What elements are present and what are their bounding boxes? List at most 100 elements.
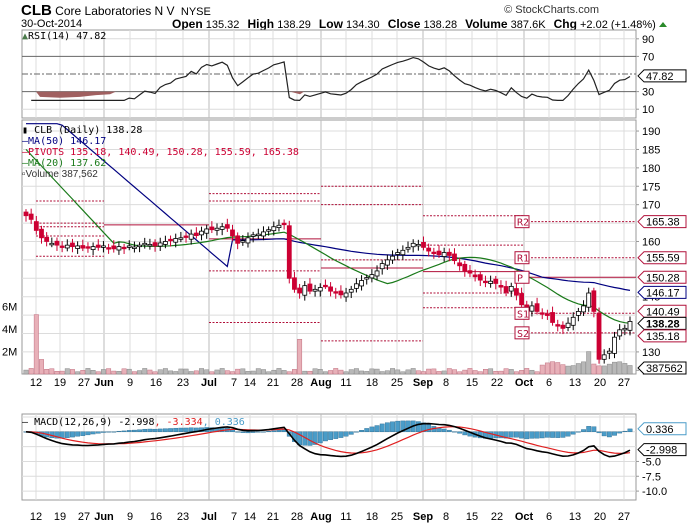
svg-text:21: 21 <box>267 511 279 523</box>
svg-text:0.336: 0.336 <box>646 424 674 436</box>
svg-text:Sep: Sep <box>413 511 433 523</box>
pivot-label-r1: R1 <box>514 251 530 265</box>
svg-text:7: 7 <box>231 377 237 389</box>
legend-volume-text: Volume 387,562 <box>25 169 98 180</box>
svg-text:30: 30 <box>642 87 654 99</box>
legend-main: ▮ CLB (Daily) 138.28 <box>22 125 299 136</box>
svg-text:-5.0: -5.0 <box>642 456 661 468</box>
svg-text:Aug: Aug <box>310 377 331 389</box>
close-label: Close <box>387 17 421 31</box>
svg-text:140.49: 140.49 <box>646 306 680 318</box>
high-value: 138.29 <box>277 19 311 31</box>
svg-text:S2: S2 <box>517 329 529 340</box>
svg-text:185: 185 <box>642 144 660 156</box>
svg-text:6: 6 <box>546 377 552 389</box>
legend-main-text: CLB (Daily) 138.28 <box>34 125 143 136</box>
hist-legend-text: , 0.336 <box>202 417 245 428</box>
svg-text:28: 28 <box>291 377 303 389</box>
svg-text:70: 70 <box>642 51 654 63</box>
volume-label: Volume <box>465 17 508 31</box>
signal-legend-text: , -3.334 <box>154 417 203 428</box>
company-name: Core Laboratories N V <box>55 4 175 18</box>
legend-volume: ▫Volume 387,562 <box>22 169 299 180</box>
svg-text:12: 12 <box>30 377 42 389</box>
svg-text:Jul: Jul <box>201 511 217 523</box>
legend-ma20: —MA(20) 137.62 <box>22 158 107 169</box>
rsi-value-tag: 47.82 <box>637 69 687 83</box>
ticker-symbol: CLB <box>21 2 52 19</box>
chg-label: Chg <box>553 17 577 31</box>
svg-text:19: 19 <box>54 377 66 389</box>
svg-text:23: 23 <box>177 377 189 389</box>
svg-text:13: 13 <box>569 511 581 523</box>
svg-text:12: 12 <box>30 511 42 523</box>
low-label: Low <box>318 17 343 31</box>
svg-text:-2.998: -2.998 <box>646 445 677 457</box>
svg-text:19: 19 <box>54 511 66 523</box>
svg-text:22: 22 <box>491 377 503 389</box>
legend-ma50-text: MA(50) 146.17 <box>28 136 107 147</box>
rsi-legend-text: RSI(14) 47.82 <box>28 31 107 42</box>
svg-text:14: 14 <box>244 511 256 523</box>
close-value-tag: 138.28 <box>637 316 687 330</box>
svg-text:9: 9 <box>127 511 133 523</box>
volume-bars-icon: ▫ <box>22 169 26 180</box>
svg-text:10: 10 <box>642 104 654 116</box>
low-value: 134.30 <box>345 19 380 31</box>
svg-text:18: 18 <box>366 511 378 523</box>
r1-value-tag: 155.59 <box>637 251 687 265</box>
svg-text:Jun: Jun <box>94 511 114 523</box>
svg-text:138.28: 138.28 <box>646 318 680 330</box>
svg-text:S1: S1 <box>517 309 529 320</box>
svg-text:18: 18 <box>366 377 378 389</box>
svg-text:6: 6 <box>546 511 552 523</box>
svg-text:27: 27 <box>618 377 630 389</box>
svg-text:27: 27 <box>618 511 630 523</box>
candle-icon: ▮ <box>22 125 29 136</box>
open-label: Open <box>172 17 203 31</box>
legend-ma20-text: MA(20) 137.62 <box>28 158 107 169</box>
macd-legend: — MACD(12,26,9) -2.998, -3.334, 0.336 <box>22 417 245 428</box>
svg-text:-10.0: -10.0 <box>642 486 667 498</box>
quote-summary: Open 135.32 High 138.29 Low 134.30 Close… <box>172 17 667 31</box>
svg-text:25: 25 <box>391 511 403 523</box>
macd-line-icon: — <box>22 417 29 428</box>
pivot-value-tag: 150.28 <box>637 270 687 284</box>
up-arrow-icon <box>658 22 667 27</box>
svg-text:Oct: Oct <box>515 511 534 523</box>
rsi-legend: ▲RSI(14) 47.82 <box>22 31 106 42</box>
volume-value-tag: 387562 <box>637 361 687 375</box>
svg-text:4M: 4M <box>2 324 17 336</box>
exchange-name: NYSE <box>180 6 211 18</box>
close-value: 138.28 <box>423 19 458 31</box>
legend-pivots-text: PIVOTS 135.18, 140.49, 150.28, 155.59, 1… <box>28 147 299 158</box>
svg-text:9: 9 <box>127 377 133 389</box>
open-value: 135.32 <box>205 19 240 31</box>
r2-value-tag: 165.38 <box>637 215 687 229</box>
svg-text:47.82: 47.82 <box>646 71 674 83</box>
svg-text:190: 190 <box>642 126 660 138</box>
ma50-value-tag: 146.17 <box>637 285 687 299</box>
s1-value-tag: 140.49 <box>637 304 687 318</box>
svg-text:7: 7 <box>231 511 237 523</box>
svg-text:135.18: 135.18 <box>646 331 680 343</box>
svg-text:175: 175 <box>642 181 660 193</box>
svg-text:14: 14 <box>244 377 256 389</box>
macd-value-tag: -2.998 <box>637 443 687 457</box>
svg-text:160: 160 <box>642 236 660 248</box>
svg-text:R1: R1 <box>517 254 529 265</box>
svg-text:155.59: 155.59 <box>646 253 680 265</box>
volume-value: 387.6K <box>510 19 546 31</box>
svg-text:-7.5: -7.5 <box>642 471 661 483</box>
chg-value: +2.02 (+1.48%) <box>580 19 656 31</box>
svg-text:11: 11 <box>340 511 351 523</box>
s2-value-tag: 135.18 <box>637 329 687 343</box>
svg-text:25: 25 <box>391 377 403 389</box>
svg-text:27: 27 <box>78 377 90 389</box>
pivot-label-p: P <box>514 270 530 284</box>
svg-text:90: 90 <box>642 34 654 46</box>
svg-text:170: 170 <box>642 200 660 212</box>
svg-text:150.28: 150.28 <box>646 272 680 284</box>
svg-text:20: 20 <box>594 377 606 389</box>
